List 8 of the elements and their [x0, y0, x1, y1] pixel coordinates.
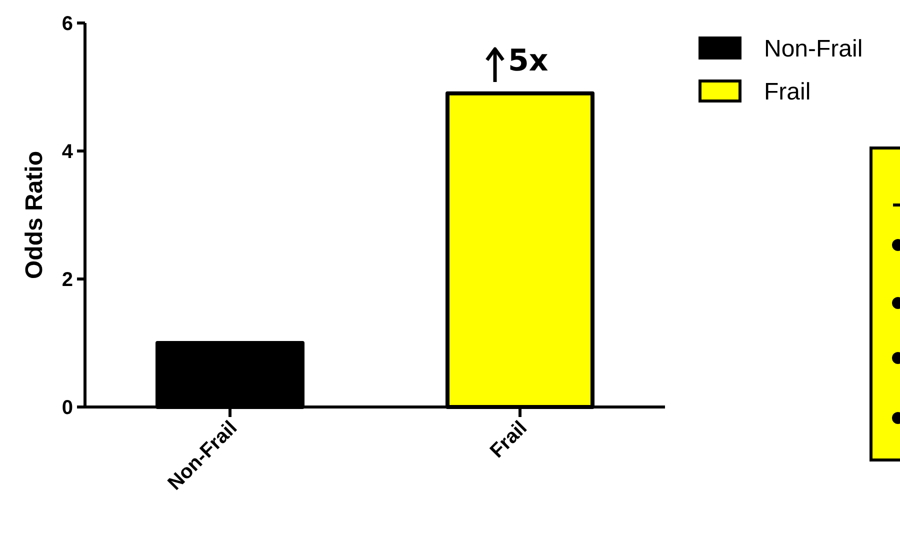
legend-label: Non-Frail [764, 35, 863, 62]
y-tick-label: 0 [62, 397, 73, 419]
y-tick-label: 2 [62, 269, 73, 291]
legend-label: Frail [764, 78, 811, 106]
y-axis-title: Odds Ratio [21, 150, 48, 280]
y-tick-label: 6 [62, 13, 73, 35]
annotation: 5x [508, 44, 548, 78]
y-tick-label: 4 [62, 141, 74, 163]
